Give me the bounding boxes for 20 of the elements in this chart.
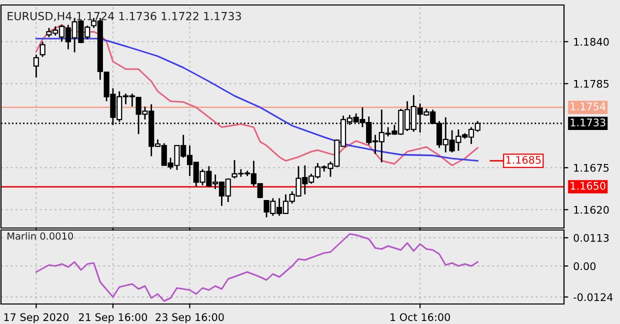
- y-tick-label: 1.1785: [574, 80, 609, 88]
- ref-line-label: 1.1754: [570, 102, 606, 110]
- y-tick-label: 0.00: [574, 262, 596, 270]
- ref-line-label: 1.1733: [570, 118, 606, 126]
- annotation: EURUSD,H4 1.1724 1.1736 1.1722 1.1733: [8, 12, 241, 22]
- y-tick-label: 1.1620: [574, 206, 609, 214]
- x-tick-label: 21 Sep 16:00: [78, 313, 148, 324]
- y-tick-label: 1.1840: [574, 38, 609, 46]
- y-tick-label: 0.0113: [574, 234, 609, 242]
- annotation: Marlin 0.0010: [8, 232, 73, 240]
- x-tick-label: 23 Sep 16:00: [156, 313, 224, 324]
- text: 1.1685: [506, 156, 541, 164]
- candlestick: [33, 54, 39, 78]
- line-series: [35, 233, 478, 302]
- y-tick-label: 1.1675: [574, 164, 609, 172]
- ref-line-label: 1.1650: [570, 182, 606, 190]
- x-tick-label: 1 Oct 16:00: [390, 313, 450, 322]
- y-tick-label: -0.0124: [574, 293, 613, 302]
- candlestick: [40, 40, 46, 58]
- x-tick-label: 17 Sep 2020: [4, 313, 69, 324]
